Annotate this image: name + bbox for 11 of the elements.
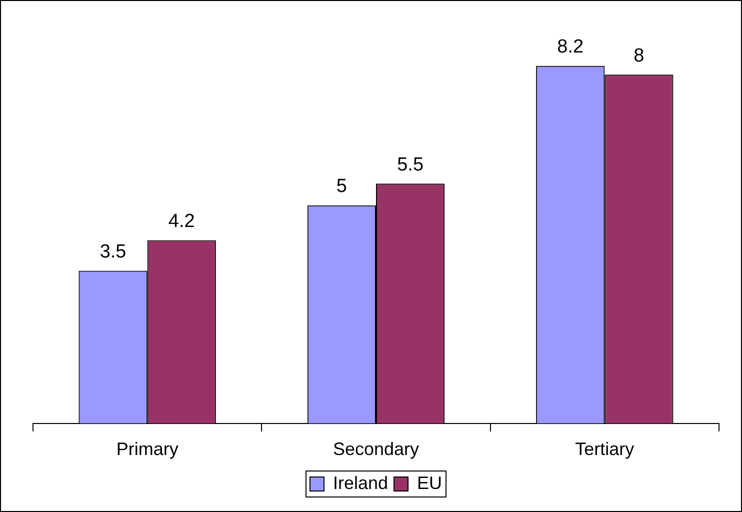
data-label: 8.2 — [557, 36, 584, 58]
legend-label: EU — [417, 472, 442, 493]
data-label: 8 — [634, 45, 644, 66]
data-label: 4.2 — [168, 211, 195, 232]
legend-label: Ireland — [332, 472, 388, 493]
x-tick-label: Primary — [116, 439, 178, 460]
data-label: 5.5 — [397, 154, 424, 176]
data-label: 5 — [336, 176, 347, 198]
x-tick-label: Secondary — [332, 439, 420, 460]
data-label: 3.5 — [100, 242, 126, 263]
x-tick-label: Tertiary — [575, 439, 634, 460]
